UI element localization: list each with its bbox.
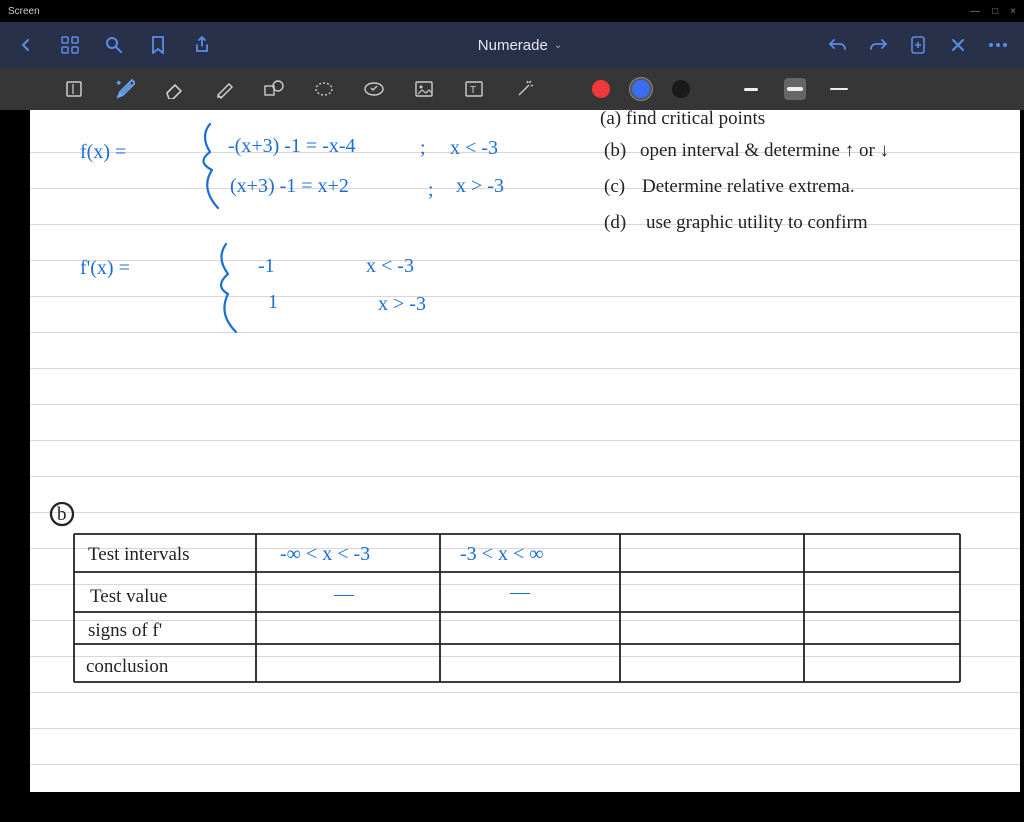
piece1-cond: x < -3 — [450, 137, 498, 159]
text-tool[interactable]: T — [460, 75, 488, 103]
svg-text:;: ; — [428, 179, 434, 201]
row3-label: signs of f' — [88, 620, 162, 641]
image-tool[interactable] — [410, 75, 438, 103]
color-blue[interactable] — [632, 80, 650, 98]
close-document-icon[interactable] — [948, 35, 968, 55]
svg-text:(a) find critical points: (a) find critical points — [600, 110, 765, 129]
part-b-marker: b — [57, 504, 67, 525]
color-black[interactable] — [672, 80, 690, 98]
bookmark-icon[interactable] — [148, 35, 168, 55]
svg-text:✦: ✦ — [115, 78, 123, 88]
back-icon[interactable] — [16, 35, 36, 55]
svg-text:;: ; — [420, 137, 426, 159]
stroke-thin[interactable] — [740, 78, 762, 100]
row4-label: conclusion — [86, 656, 169, 677]
note-d-label: (d) — [604, 212, 626, 233]
brace-2 — [221, 244, 236, 332]
pen-tool[interactable]: ✦ — [110, 75, 138, 103]
eraser-tool[interactable] — [160, 75, 188, 103]
stroke-medium[interactable] — [784, 78, 806, 100]
minimize-button[interactable]: — — [970, 6, 980, 17]
dpiece1-expr: -1 — [258, 255, 275, 277]
search-icon[interactable] — [104, 35, 124, 55]
undo-icon[interactable] — [828, 35, 848, 55]
note-b-label: (b) — [604, 140, 626, 161]
close-button[interactable]: × — [1010, 6, 1016, 17]
laser-tool[interactable] — [510, 75, 538, 103]
interval1: -∞ < x < -3 — [280, 543, 370, 565]
handwriting-layer: f(x) = -(x+3) -1 = -x-4 ; x < -3 (x+3) -… — [30, 110, 1020, 792]
note-c-label: (c) — [604, 176, 625, 197]
dpiece2-expr: 1 — [268, 291, 278, 313]
drawing-toolbar: ✦ T — [0, 68, 1024, 110]
redo-icon[interactable] — [868, 35, 888, 55]
sticker-tool[interactable] — [360, 75, 388, 103]
share-icon[interactable] — [192, 35, 212, 55]
shapes-tool[interactable] — [260, 75, 288, 103]
stroke-thick[interactable] — [828, 78, 850, 100]
more-icon[interactable] — [988, 35, 1008, 55]
window-titlebar: Screen — □ × — [0, 0, 1024, 22]
interval2: -3 < x < ∞ — [460, 543, 543, 565]
note-b: open interval & determine ↑ or ↓ — [640, 140, 889, 161]
piece2-expr: (x+3) -1 = x+2 — [230, 175, 349, 197]
add-page-icon[interactable] — [908, 35, 928, 55]
piece1-expr: -(x+3) -1 = -x-4 — [228, 135, 356, 157]
document-title[interactable]: Numerade ⌄ — [478, 37, 562, 54]
chevron-down-icon: ⌄ — [554, 40, 562, 51]
note-d: use graphic utility to confirm — [646, 212, 868, 233]
svg-text:T: T — [470, 85, 476, 96]
app-nav-bar: Numerade ⌄ — [0, 22, 1024, 68]
canvas[interactable]: f(x) = -(x+3) -1 = -x-4 ; x < -3 (x+3) -… — [30, 110, 1020, 792]
page-nav-icon[interactable] — [60, 75, 88, 103]
grid-icon[interactable] — [60, 35, 80, 55]
dpiece1-cond: x < -3 — [366, 255, 414, 277]
row2-label: Test value — [90, 586, 167, 607]
titlebar-label: Screen — [8, 6, 40, 17]
lasso-tool[interactable] — [310, 75, 338, 103]
part-b-circle — [51, 503, 73, 525]
highlighter-tool[interactable] — [210, 75, 238, 103]
note-c: Determine relative extrema. — [642, 176, 855, 197]
color-red[interactable] — [592, 80, 610, 98]
analysis-table: Test intervals Test value signs of f' co… — [74, 534, 960, 682]
maximize-button[interactable]: □ — [992, 6, 998, 17]
dash1: — — [333, 583, 355, 605]
piece2-cond: x > -3 — [456, 175, 504, 197]
brace-1 — [203, 124, 218, 208]
